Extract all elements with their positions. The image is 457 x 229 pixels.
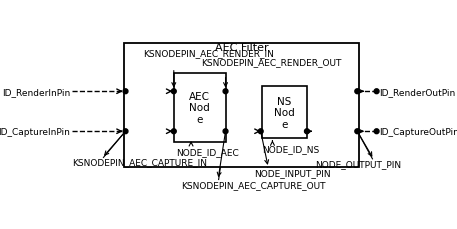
- Circle shape: [304, 129, 309, 134]
- Text: KSNODEPIN_AEC_RENDER_IN: KSNODEPIN_AEC_RENDER_IN: [143, 49, 274, 58]
- Circle shape: [171, 129, 176, 134]
- Bar: [262, 87, 307, 139]
- Text: AEC Filter: AEC Filter: [215, 42, 268, 52]
- Circle shape: [123, 129, 128, 134]
- Text: ID_RenderOutPin: ID_RenderOutPin: [379, 87, 455, 96]
- Text: ID_CaptureOutPin: ID_CaptureOutPin: [379, 127, 457, 136]
- Circle shape: [355, 129, 360, 134]
- Circle shape: [374, 129, 379, 134]
- Circle shape: [258, 129, 263, 134]
- Circle shape: [171, 90, 176, 94]
- Text: NODE_INPUT_PIN: NODE_INPUT_PIN: [255, 168, 331, 177]
- Text: NODE_OUTPUT_PIN: NODE_OUTPUT_PIN: [315, 159, 401, 168]
- Circle shape: [355, 90, 360, 94]
- Bar: [174, 73, 226, 142]
- Text: AEC
Nod
e: AEC Nod e: [189, 91, 210, 124]
- Text: NODE_ID_AEC: NODE_ID_AEC: [176, 147, 239, 156]
- Text: ID_CaptureInPin: ID_CaptureInPin: [0, 127, 70, 136]
- Text: KSNODEPIN_AEC_CAPTURE_OUT: KSNODEPIN_AEC_CAPTURE_OUT: [181, 180, 325, 189]
- Circle shape: [123, 90, 128, 94]
- Text: NODE_ID_NS: NODE_ID_NS: [262, 145, 319, 154]
- Text: KSNODEPIN_AEC_RENDER_OUT: KSNODEPIN_AEC_RENDER_OUT: [202, 57, 342, 66]
- Circle shape: [223, 90, 228, 94]
- Circle shape: [374, 90, 379, 94]
- Text: KSNODEPIN_AEC_CAPTURE_IN: KSNODEPIN_AEC_CAPTURE_IN: [72, 158, 207, 167]
- Bar: [124, 44, 359, 167]
- Circle shape: [223, 129, 228, 134]
- Text: ID_RenderInPin: ID_RenderInPin: [2, 87, 70, 96]
- Text: NS
Nod
e: NS Nod e: [274, 96, 295, 129]
